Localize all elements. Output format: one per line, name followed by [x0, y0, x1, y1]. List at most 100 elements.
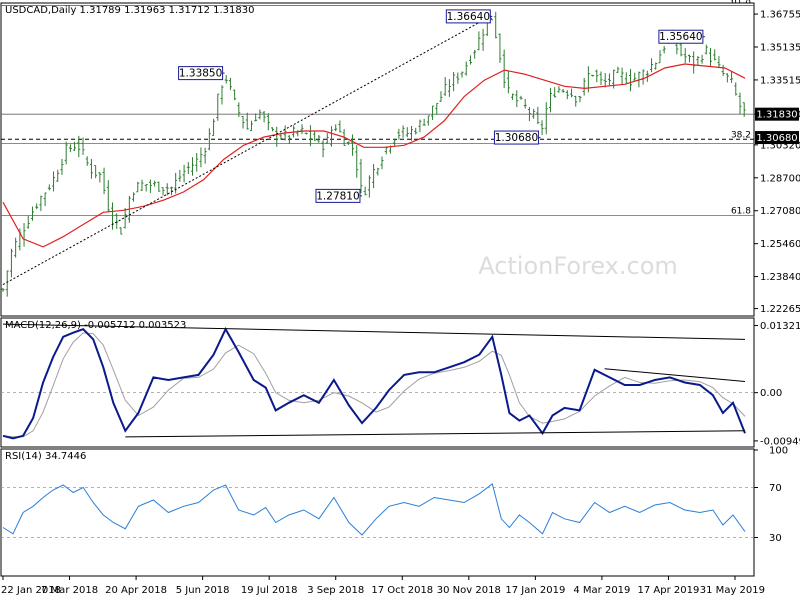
candle: [599, 71, 603, 86]
candle: [570, 88, 574, 98]
callout-label: 1.35640: [659, 31, 702, 43]
candle: [650, 58, 654, 73]
candle: [68, 144, 72, 153]
date-axis-label: 4 Mar 2019: [573, 585, 630, 596]
candle: [717, 56, 721, 69]
candle: [367, 175, 371, 198]
level-label-3: 61.8: [731, 207, 751, 217]
candle: [654, 62, 658, 70]
candle: [742, 102, 746, 117]
callout-box: [493, 130, 539, 145]
candle: [519, 95, 523, 100]
candle: [696, 56, 700, 66]
macd-axis-label: 0.00: [760, 388, 782, 399]
price-axis-label: 1.23840: [760, 272, 800, 283]
candle: [422, 118, 426, 126]
candle: [607, 73, 611, 87]
candle: [178, 169, 182, 182]
candle: [363, 186, 367, 196]
candle: [191, 157, 195, 176]
candle: [397, 128, 401, 140]
candle: [144, 184, 148, 192]
candle: [540, 120, 544, 136]
candle: [405, 127, 409, 138]
candle: [47, 184, 51, 191]
candle: [725, 73, 729, 83]
candle: [473, 49, 477, 59]
price-tag-label: 1.30680: [756, 133, 797, 144]
price-tag-box: [755, 131, 799, 145]
candle: [287, 135, 291, 145]
candle: [713, 49, 717, 61]
candle: [359, 158, 363, 194]
candle: [410, 126, 414, 141]
candle: [553, 87, 557, 98]
candle: [355, 145, 359, 178]
candle: [271, 127, 275, 132]
moving-average-line: [2, 63, 746, 248]
candle: [73, 141, 77, 152]
macd-header: MACD(12,26,9) -0.005712 0.003523: [5, 320, 186, 331]
candle: [195, 153, 199, 172]
candle: [325, 133, 329, 144]
candle: [9, 248, 13, 278]
candle: [523, 98, 527, 109]
candle: [574, 95, 578, 107]
macd-signal-line: [2, 332, 746, 438]
date-axis-label: 3 Sep 2018: [307, 585, 364, 596]
candle: [536, 106, 540, 125]
price-axis-label: 1.28700: [760, 173, 800, 184]
price-axis-label: 1.33515: [760, 75, 800, 86]
macd-line: [2, 327, 746, 440]
axis-layer: 1.36755 1.35135 1.33515 1.31830 1.30320 1.287…: [1, 10, 800, 596]
rsi-layer: [1, 482, 754, 538]
candle: [161, 187, 165, 196]
candle: [515, 90, 519, 108]
price-axis-label: 1.30320: [760, 140, 800, 151]
price-callout-1: 1.36640: [445, 9, 493, 24]
candle: [734, 82, 738, 96]
candle: [56, 169, 60, 182]
candle: [481, 28, 485, 51]
candle: [582, 77, 586, 96]
candle: [532, 108, 536, 119]
candle: [565, 90, 569, 100]
candle: [380, 156, 384, 170]
candle: [738, 92, 742, 115]
level-label-0: 61.8: [731, 0, 751, 6]
candle: [228, 77, 232, 91]
candle: [447, 79, 451, 97]
candle: [81, 137, 85, 156]
rsi-header: RSI(14) 34.7446: [5, 451, 86, 462]
price-tag-1: 1.30680: [755, 131, 799, 145]
macd-axis-label: 0.013214: [760, 321, 800, 332]
candle: [119, 227, 123, 235]
rsi-axis-label: 30: [769, 533, 782, 544]
price-callout-0: 1.33850: [178, 66, 225, 81]
candle: [207, 128, 211, 151]
candle: [94, 165, 98, 179]
candle: [136, 181, 140, 193]
candle: [721, 64, 725, 76]
price-callout-4: 1.27810: [315, 188, 362, 203]
price-tag-box: [755, 107, 799, 121]
candle: [692, 51, 696, 74]
price-trend-line: [2, 15, 491, 285]
candle: [561, 88, 565, 93]
candle: [249, 120, 253, 132]
candle: [317, 134, 321, 143]
date-axis-label: 5 Jun 2018: [176, 585, 230, 596]
macd-pane-frame: [0, 317, 755, 448]
candle: [237, 102, 241, 117]
callout-label: 1.30680: [495, 132, 538, 144]
price-axis-label: 1.35135: [760, 42, 800, 53]
candle: [435, 102, 439, 115]
candle: [52, 171, 56, 192]
candle: [182, 164, 186, 183]
callout-label: 1.36640: [447, 11, 490, 23]
macd-trend-line-0: [2, 323, 746, 340]
candle: [372, 164, 376, 189]
macd-layer: [1, 323, 754, 440]
candle: [30, 206, 34, 221]
